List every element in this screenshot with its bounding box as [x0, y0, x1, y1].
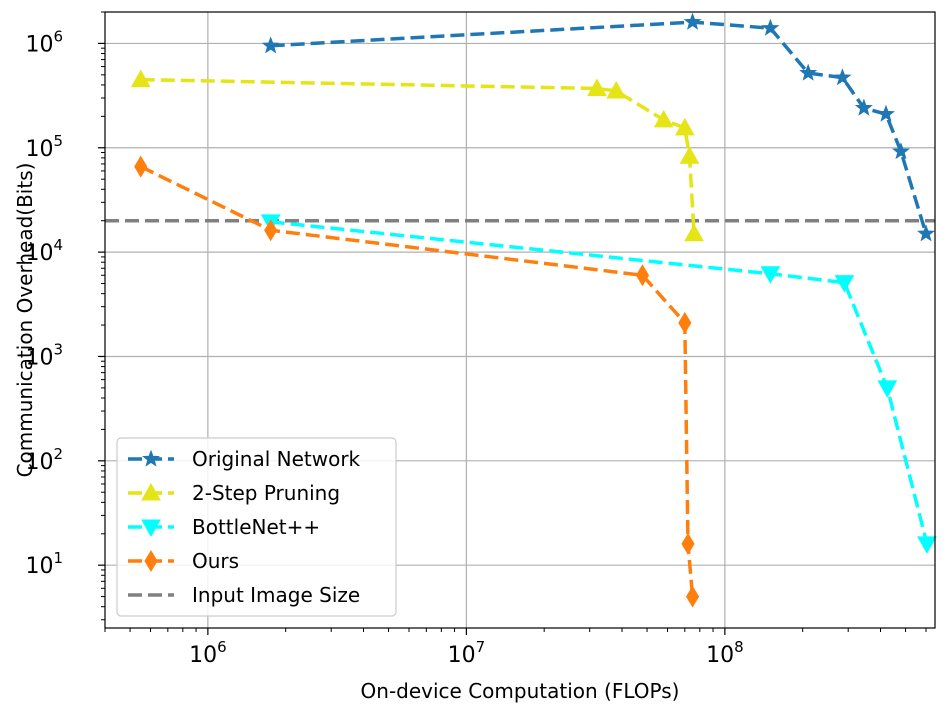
- legend-swatch-marker: [141, 482, 161, 501]
- data-point-2-step-pruning: [674, 117, 695, 136]
- x-tick-exponent: 6: [217, 638, 227, 656]
- data-point-ours: [685, 585, 700, 608]
- x-tick-base: 10: [189, 643, 217, 668]
- y-tick-base: 10: [25, 32, 53, 57]
- y-tick-base: 10: [25, 137, 53, 162]
- x-tick-base: 10: [706, 643, 734, 668]
- data-point-bottlenet: [760, 266, 781, 284]
- data-point-2-step-pruning: [684, 223, 704, 242]
- x-tick-base: 10: [448, 643, 476, 668]
- y-tick-label: 106: [25, 27, 63, 57]
- data-point-original-network: [917, 224, 935, 242]
- data-point-original-network: [761, 18, 780, 36]
- legend-entry: Ours: [128, 549, 239, 573]
- y-tick-base: 10: [25, 345, 53, 370]
- y-tick-label: 104: [25, 236, 63, 266]
- data-point-2-step-pruning: [587, 78, 607, 96]
- legend-entry: Input Image Size: [128, 583, 360, 607]
- y-tick-base: 10: [25, 554, 53, 579]
- data-point-ours: [635, 264, 650, 287]
- legend-label: Ours: [192, 549, 239, 573]
- legend-swatch-marker: [141, 519, 161, 538]
- data-point-bottlenet: [834, 275, 855, 293]
- legend-label: 2-Step Pruning: [192, 481, 340, 505]
- y-axis-label: Communication Overhead(Bits): [13, 163, 37, 478]
- data-point-bottlenet: [917, 536, 937, 554]
- legend-swatch-marker: [142, 449, 160, 467]
- y-tick-label: 101: [25, 549, 63, 579]
- y-tick-base: 10: [25, 241, 53, 266]
- data-point-ours: [264, 219, 278, 242]
- series-2-step-pruning: [130, 69, 704, 242]
- data-point-2-step-pruning: [679, 146, 700, 164]
- x-tick-exponent: 7: [476, 638, 486, 656]
- data-point-2-step-pruning: [606, 80, 627, 99]
- series-layer: [105, 12, 937, 608]
- legend-entry: BottleNet++: [128, 515, 320, 539]
- legend-box: [116, 437, 397, 617]
- data-point-original-network: [891, 142, 910, 160]
- series-ours: [134, 155, 700, 608]
- legend-label: Original Network: [192, 447, 361, 471]
- legend-label: BottleNet++: [192, 515, 320, 539]
- y-tick-base: 10: [25, 450, 53, 475]
- data-point-2-step-pruning: [653, 109, 674, 128]
- series-line-bottlenet: [270, 220, 929, 545]
- data-point-original-network: [261, 36, 280, 54]
- x-axis-label: On-device Computation (FLOPs): [361, 679, 680, 703]
- y-tick-label: 102: [25, 445, 63, 475]
- data-point-2-step-pruning: [130, 69, 151, 88]
- series-original-network: [261, 12, 935, 242]
- data-point-bottlenet: [877, 380, 898, 398]
- minor-ticks: [101, 11, 927, 632]
- y-tick-exponent: 1: [53, 549, 63, 567]
- data-point-ours: [678, 311, 692, 334]
- y-tick-label: 103: [25, 340, 63, 370]
- y-tick-label: 105: [25, 132, 63, 162]
- data-point-original-network: [877, 104, 895, 122]
- data-point-ours: [681, 532, 695, 555]
- data-point-original-network: [854, 98, 873, 116]
- legend-label: Input Image Size: [192, 583, 360, 607]
- y-tick-exponent: 2: [53, 445, 63, 463]
- data-point-original-network: [833, 68, 852, 86]
- x-tick-exponent: 8: [734, 638, 744, 656]
- legend-swatch-marker: [144, 550, 158, 572]
- y-tick-exponent: 6: [53, 27, 63, 45]
- x-tick-label: 106: [189, 638, 227, 668]
- plot-frame: [104, 11, 936, 629]
- legend-entry: 2-Step Pruning: [128, 481, 340, 505]
- data-point-original-network: [799, 63, 818, 81]
- data-point-ours: [134, 155, 148, 178]
- y-tick-exponent: 4: [53, 236, 63, 254]
- y-tick-exponent: 5: [53, 132, 63, 150]
- legend-entry: Original Network: [128, 447, 361, 471]
- data-point-original-network: [683, 12, 702, 30]
- legend: Original Network 2-Step Pruning BottleNet+…: [116, 437, 397, 617]
- x-tick-label: 107: [448, 638, 486, 668]
- y-tick-exponent: 3: [53, 340, 63, 358]
- x-tick-label: 108: [706, 638, 744, 668]
